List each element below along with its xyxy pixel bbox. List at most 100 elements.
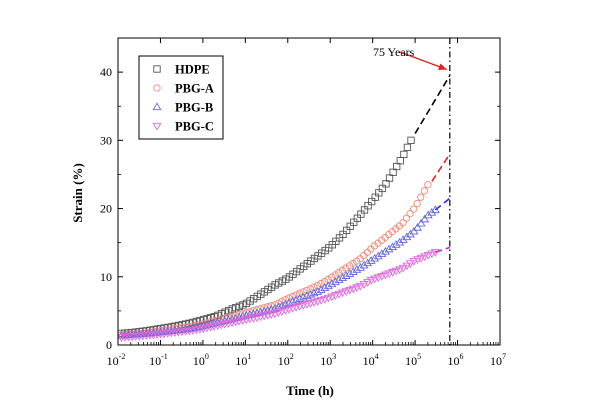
plot-area	[116, 38, 451, 345]
data-point	[388, 269, 398, 277]
data-point	[295, 294, 305, 302]
data-point	[313, 298, 323, 306]
data-point	[373, 251, 383, 260]
data-point	[359, 260, 369, 269]
data-point	[302, 291, 312, 300]
data-point	[366, 256, 376, 264]
legend-entry-hdpe: HDPE	[153, 63, 210, 77]
x-tick-label: 105	[405, 352, 421, 368]
annotation-75-years: 75 Years	[373, 45, 415, 59]
x-tick-label: 10-1	[149, 352, 168, 368]
x-tick-label: 106	[448, 352, 464, 368]
data-point	[402, 214, 411, 222]
y-axis-label: Strain (%)	[70, 163, 85, 223]
data-point	[299, 288, 307, 296]
x-tick-label: 107	[490, 352, 506, 368]
data-point	[323, 294, 333, 303]
data-point	[384, 244, 394, 253]
legend-entry-pbg-a: PBG-A	[153, 82, 214, 96]
data-point	[420, 214, 430, 223]
data-point	[273, 309, 283, 318]
data-point	[327, 279, 337, 288]
data-point	[348, 267, 358, 275]
data-point	[345, 262, 354, 270]
data-point	[423, 210, 433, 219]
legend-label: PBG-A	[175, 82, 214, 96]
extrapolation-line	[431, 153, 451, 182]
data-point	[292, 291, 300, 299]
x-tick-label: 103	[320, 352, 336, 368]
data-point	[305, 289, 315, 298]
extrapolation-line	[434, 197, 451, 211]
data-point	[395, 237, 405, 246]
data-point	[291, 295, 301, 304]
data-point	[316, 285, 326, 293]
data-point	[391, 267, 401, 276]
data-point	[427, 250, 437, 259]
data-point	[341, 271, 351, 279]
legend-box	[138, 55, 224, 140]
legend-entry-pbg-c: PBG-C	[152, 120, 214, 134]
data-point	[398, 264, 408, 273]
data-point	[417, 193, 425, 201]
data-point	[420, 187, 428, 195]
y-tick-label: 20	[100, 202, 112, 216]
legend-label: PBG-C	[175, 120, 214, 134]
data-point	[338, 289, 348, 298]
data-point	[420, 253, 430, 262]
series-pbg-a	[117, 153, 451, 339]
annotation-arrow	[399, 51, 448, 71]
x-tick-label: 100	[193, 352, 209, 368]
data-point	[409, 257, 419, 266]
data-point	[380, 271, 390, 280]
data-point	[316, 296, 326, 305]
data-point	[377, 272, 387, 281]
data-point	[313, 287, 323, 295]
data-point	[359, 280, 369, 289]
data-point	[363, 258, 373, 267]
data-point	[399, 219, 407, 227]
data-point	[373, 274, 383, 283]
data-point	[366, 277, 376, 285]
data-point	[405, 260, 415, 269]
data-point	[348, 285, 358, 294]
data-point	[406, 210, 414, 218]
legend-label: PBG-B	[175, 101, 213, 115]
data-point	[377, 249, 387, 257]
data-point	[430, 249, 440, 257]
data-point	[352, 265, 362, 273]
arrow-head	[438, 63, 447, 70]
data-point	[327, 293, 337, 302]
data-point	[320, 295, 330, 304]
legend-marker	[153, 65, 161, 73]
data-point	[303, 286, 311, 294]
data-point	[341, 288, 351, 296]
data-point	[345, 269, 355, 277]
series-pbg-c	[116, 246, 451, 343]
data-point	[355, 282, 365, 291]
data-point	[407, 136, 415, 144]
x-tick-label: 101	[235, 352, 251, 368]
y-tick-label: 0	[106, 338, 112, 352]
legend: HDPE PBG-A PBG-B PBG-C	[138, 55, 224, 140]
arrow-shaft	[399, 51, 448, 71]
data-point	[334, 290, 344, 299]
data-point	[413, 222, 423, 231]
x-tick-label: 10-2	[107, 352, 126, 368]
data-point	[352, 257, 361, 265]
data-point	[423, 251, 433, 260]
x-axis-label: Time (h)	[286, 383, 334, 398]
data-point	[413, 199, 421, 208]
data-point	[409, 205, 418, 213]
data-point	[363, 279, 373, 287]
data-point	[334, 275, 344, 284]
data-point	[391, 240, 401, 248]
extrapolation-line	[414, 75, 451, 134]
x-tick-label: 102	[278, 352, 294, 368]
plot-frame	[117, 37, 501, 346]
data-point	[352, 284, 362, 293]
data-point	[380, 246, 390, 255]
y-tick-label: 40	[100, 65, 112, 79]
axes: 10-2 10-1 100 101 102 103 104 105 106 107 0 10 20 30 4…	[100, 37, 506, 368]
